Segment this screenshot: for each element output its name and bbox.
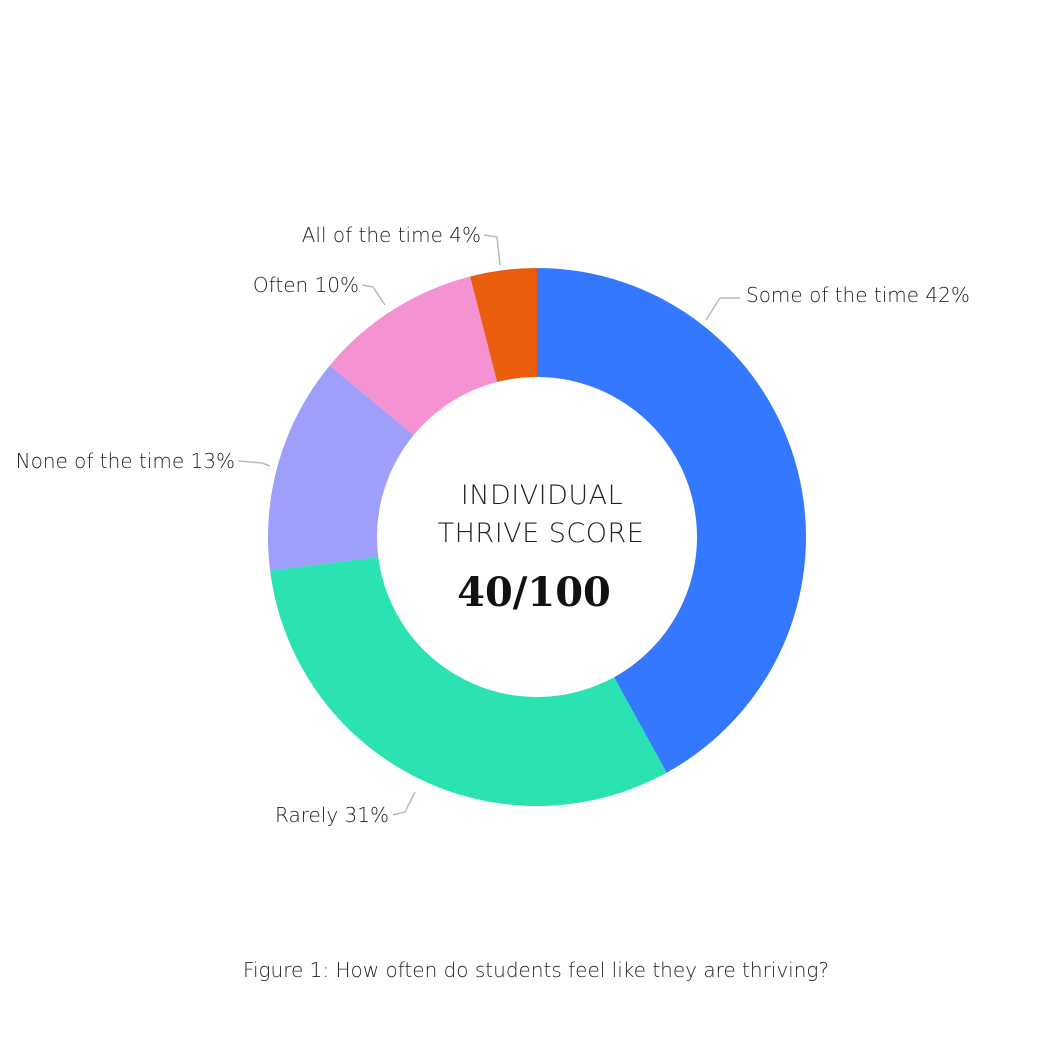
figure-caption: Figure 1: How often do students feel lik… xyxy=(243,958,829,982)
leader-line xyxy=(705,297,740,321)
center-title-line2: THRIVE SCORE xyxy=(438,518,645,549)
leader-line xyxy=(392,791,416,816)
leader-lines xyxy=(237,234,740,816)
leader-line xyxy=(237,460,271,467)
slice-label: Often 10% xyxy=(253,273,359,297)
center-title-line1: INDIVIDUAL xyxy=(461,480,623,511)
thrive-score: 40/100 xyxy=(457,569,611,616)
slice-rarely xyxy=(270,557,667,806)
slice-label: None of the time 13% xyxy=(16,449,235,473)
slice-often xyxy=(329,276,498,436)
leader-line xyxy=(361,284,386,306)
leader-line xyxy=(483,234,501,266)
slice-label: Some of the time 42% xyxy=(746,283,970,307)
slice-none-of-the-time xyxy=(268,365,414,571)
slice-all-of-the-time xyxy=(470,268,537,383)
slice-some-of-the-time xyxy=(537,268,806,773)
slice-label: All of the time 4% xyxy=(302,223,481,247)
slice-label: Rarely 31% xyxy=(275,803,389,827)
slice-labels: Some of the time 42% Rarely 31% None of th… xyxy=(16,223,970,827)
slices xyxy=(268,268,806,806)
